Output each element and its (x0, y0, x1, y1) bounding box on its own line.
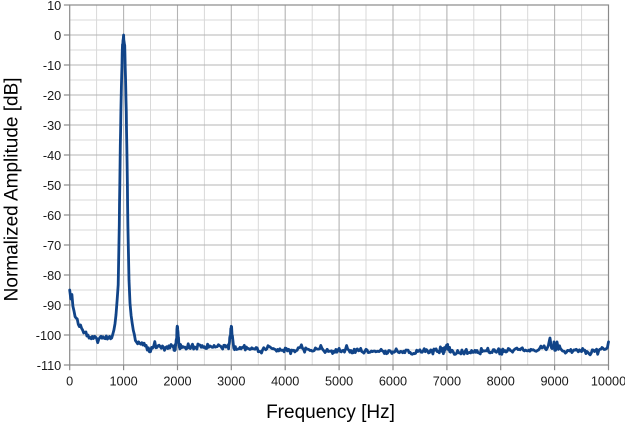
svg-text:2000: 2000 (163, 374, 191, 388)
svg-text:7000: 7000 (433, 374, 461, 388)
svg-text:0: 0 (54, 29, 61, 43)
svg-text:-60: -60 (43, 209, 61, 223)
svg-text:Normalized Amplitude [dB]: Normalized Amplitude [dB] (2, 77, 23, 301)
svg-text:-20: -20 (43, 89, 61, 103)
svg-text:Frequency [Hz]: Frequency [Hz] (266, 402, 395, 422)
svg-text:-70: -70 (43, 239, 61, 253)
svg-text:-40: -40 (43, 149, 61, 163)
svg-text:8000: 8000 (487, 374, 515, 388)
svg-text:-80: -80 (43, 269, 61, 283)
svg-text:0: 0 (66, 374, 73, 388)
svg-text:9000: 9000 (540, 374, 568, 388)
svg-text:10: 10 (47, 0, 61, 13)
svg-text:3000: 3000 (217, 374, 245, 388)
svg-text:6000: 6000 (379, 374, 407, 388)
svg-text:4000: 4000 (271, 374, 299, 388)
svg-text:-50: -50 (43, 179, 61, 193)
svg-text:-10: -10 (43, 59, 61, 73)
svg-text:10000: 10000 (591, 374, 625, 388)
svg-text:1000: 1000 (109, 374, 137, 388)
svg-text:-100: -100 (36, 329, 61, 343)
svg-text:5000: 5000 (325, 374, 353, 388)
svg-text:-110: -110 (37, 359, 61, 373)
svg-text:-30: -30 (43, 119, 61, 133)
svg-text:-90: -90 (43, 299, 61, 313)
